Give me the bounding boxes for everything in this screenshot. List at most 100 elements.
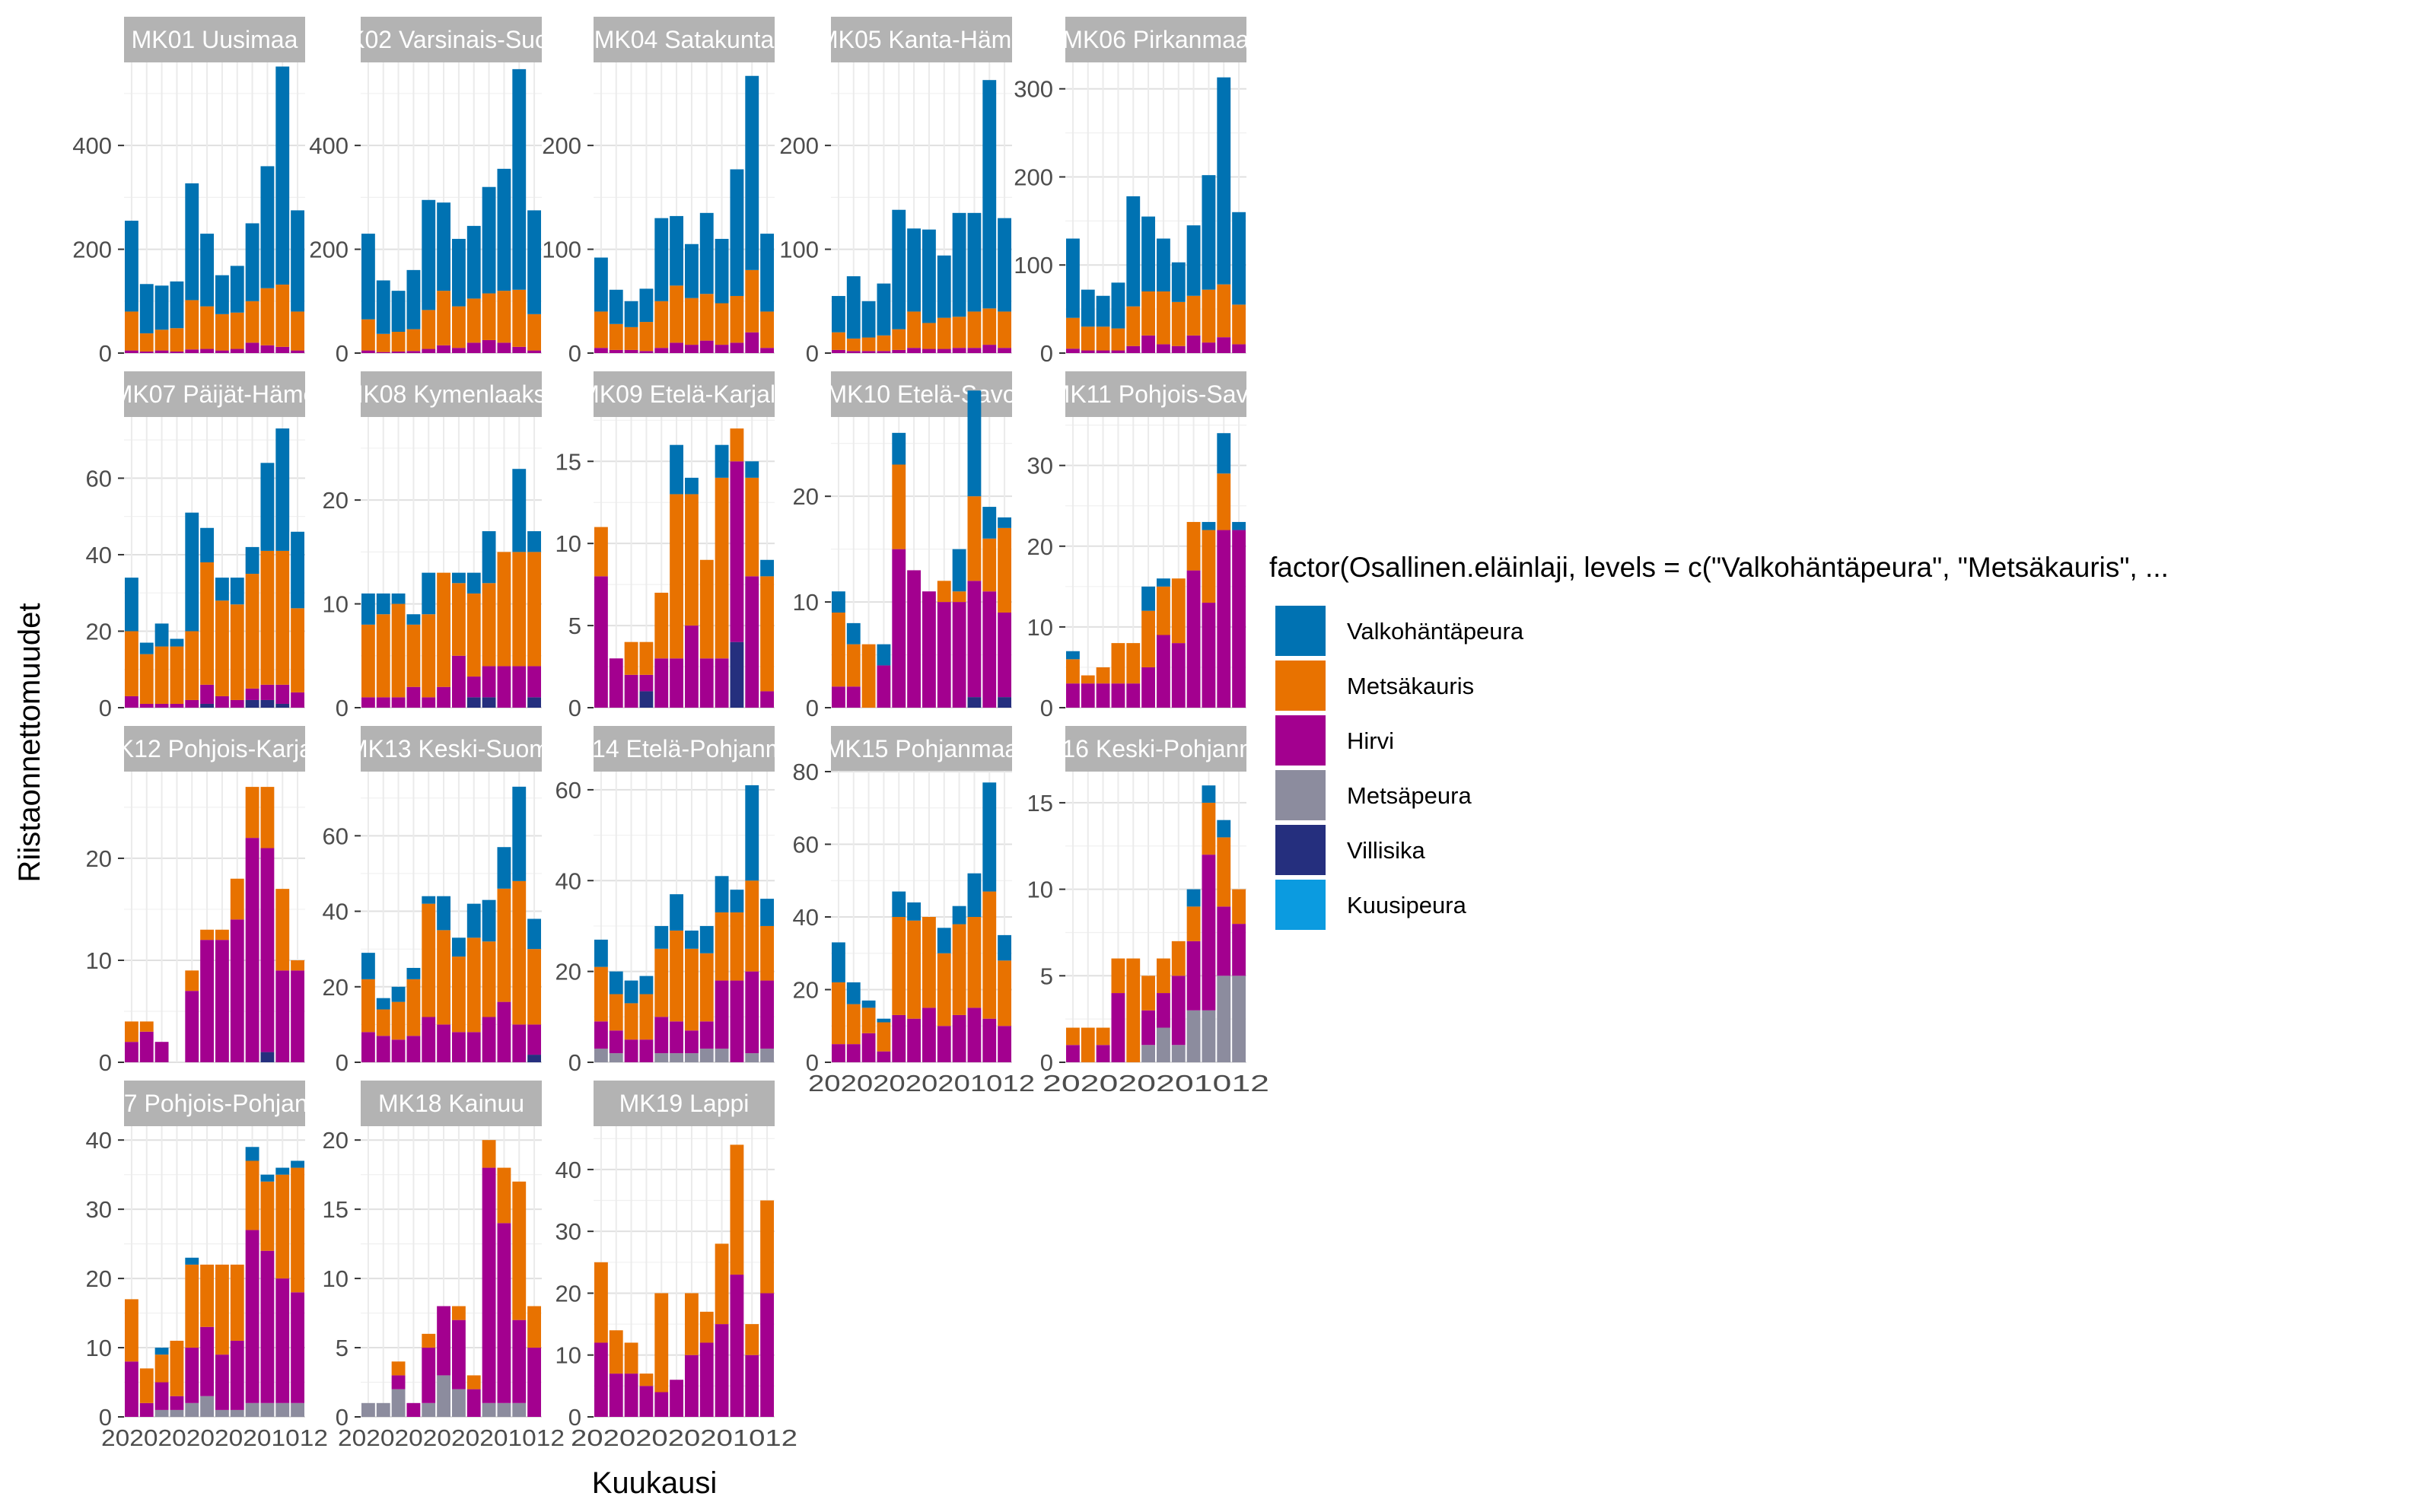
- bar-segment: [892, 917, 906, 1015]
- bar-segment: [1065, 1027, 1080, 1046]
- legend-item-kuusipeura: Kuusipeura: [1275, 880, 1467, 930]
- bar-segment: [684, 948, 699, 1031]
- bar-segment: [967, 390, 982, 497]
- bar-segment: [907, 348, 922, 353]
- bar-segment: [684, 345, 699, 353]
- bar-segment: [291, 1402, 305, 1417]
- bar-segment: [670, 894, 684, 931]
- bar-segment: [406, 269, 421, 329]
- bar-segment: [760, 691, 775, 708]
- bar-segment: [745, 880, 759, 972]
- bar-segment: [437, 1306, 451, 1376]
- bar-segment: [482, 666, 496, 698]
- bar-segment: [1171, 345, 1186, 353]
- bar-segment: [1217, 906, 1231, 976]
- bar-segment: [760, 234, 775, 312]
- y-axis: 0 10 20: [323, 487, 361, 721]
- bar-segment: [482, 531, 496, 584]
- bar-segment: [185, 1264, 199, 1348]
- legend-label: Metsäkauris: [1347, 673, 1474, 699]
- y-axis-title: Riistaonnettomuudet: [13, 603, 46, 883]
- bar-segment: [512, 1181, 527, 1320]
- bar-segment: [892, 891, 906, 917]
- bar-segment: [482, 1402, 496, 1417]
- y-tick-label: 0: [568, 1049, 581, 1076]
- bar-segment: [482, 1140, 496, 1168]
- bar-segment: [124, 1021, 138, 1042]
- bar-segment: [291, 970, 305, 1062]
- bar-segment: [654, 218, 669, 301]
- bar-segment: [715, 238, 729, 304]
- facet-panel-mk05-kanta-h-me: MK05 Kanta-Häme 0 100 200: [779, 17, 1012, 367]
- bar-segment: [497, 291, 511, 343]
- bar-segment: [1171, 976, 1186, 1046]
- bar-segment: [154, 1409, 169, 1417]
- bar-segment: [422, 349, 436, 353]
- y-axis: 0 5 10 15 20: [323, 1127, 361, 1431]
- bar-segment: [275, 346, 290, 353]
- bar-segment: [1141, 610, 1156, 667]
- bar-segment: [1141, 291, 1156, 336]
- facet-strip: [361, 17, 542, 62]
- bar-segment: [1096, 1045, 1110, 1062]
- bar-segment: [185, 631, 199, 700]
- y-tick-label: 10: [323, 1265, 349, 1292]
- y-tick-label: 10: [555, 1342, 581, 1369]
- y-tick-label: 10: [323, 591, 349, 618]
- bar-segment: [527, 314, 542, 351]
- bar-segment: [527, 949, 542, 1025]
- bar-segment: [1232, 304, 1246, 345]
- bar-segment: [877, 1018, 891, 1023]
- y-tick-label: 80: [793, 759, 819, 785]
- bar-segment: [466, 903, 481, 938]
- y-tick-label: 10: [1027, 614, 1053, 641]
- facet-panel-mk12-pohjois-karjala: MK12 Pohjois-Karjala 0 10 20: [86, 726, 305, 1076]
- bar-segment: [670, 930, 684, 1022]
- y-tick-label: 5: [568, 613, 581, 639]
- y-tick-label: 15: [1027, 790, 1053, 816]
- bar-segment: [907, 311, 922, 349]
- bar-segment: [831, 295, 845, 333]
- bar-segment: [967, 1007, 982, 1062]
- bar-segment: [451, 583, 466, 656]
- bar-segment: [200, 703, 215, 708]
- bar-segment: [422, 614, 436, 698]
- facet-strip-label: MK11 Pohjois-Savo: [1050, 380, 1262, 408]
- bar-segment: [185, 1402, 199, 1417]
- bar-segment: [391, 1001, 406, 1040]
- bar-segment: [745, 971, 759, 1054]
- bar-segment: [609, 994, 623, 1031]
- bar-segment: [185, 1348, 199, 1403]
- bar-segment: [497, 1167, 511, 1224]
- bar-segment: [512, 786, 527, 881]
- bar-segment: [594, 1342, 608, 1417]
- y-tick-label: 40: [555, 867, 581, 894]
- bar-segment: [245, 1147, 259, 1161]
- bar-segment: [437, 345, 451, 353]
- bar-segment: [275, 1167, 290, 1175]
- y-tick-label: 5: [336, 1335, 349, 1361]
- bar-segment: [215, 696, 229, 708]
- y-tick-label: 0: [806, 1049, 819, 1076]
- bar-segment: [1126, 958, 1141, 1062]
- bar-segment: [639, 1039, 654, 1062]
- bar-segment: [1202, 342, 1216, 353]
- bar-segment: [406, 1402, 421, 1417]
- facet-strip: [361, 726, 542, 772]
- legend-swatch: [1275, 715, 1326, 766]
- bar-segment: [185, 349, 199, 353]
- bar-segment: [260, 787, 275, 848]
- bar-segment: [527, 1348, 542, 1417]
- bar-segment: [154, 1382, 169, 1410]
- bar-segment: [260, 1174, 275, 1182]
- y-tick-label: 10: [555, 530, 581, 557]
- y-tick-label: 0: [336, 695, 349, 721]
- legend-swatch: [1275, 770, 1326, 820]
- y-tick-label: 0: [99, 695, 112, 721]
- bar-segment: [846, 1044, 861, 1062]
- bar-segment: [512, 289, 527, 347]
- bar-segment: [1126, 196, 1141, 307]
- bar-segment: [215, 275, 229, 314]
- bar-segment: [376, 593, 390, 615]
- bar-segment: [670, 444, 684, 495]
